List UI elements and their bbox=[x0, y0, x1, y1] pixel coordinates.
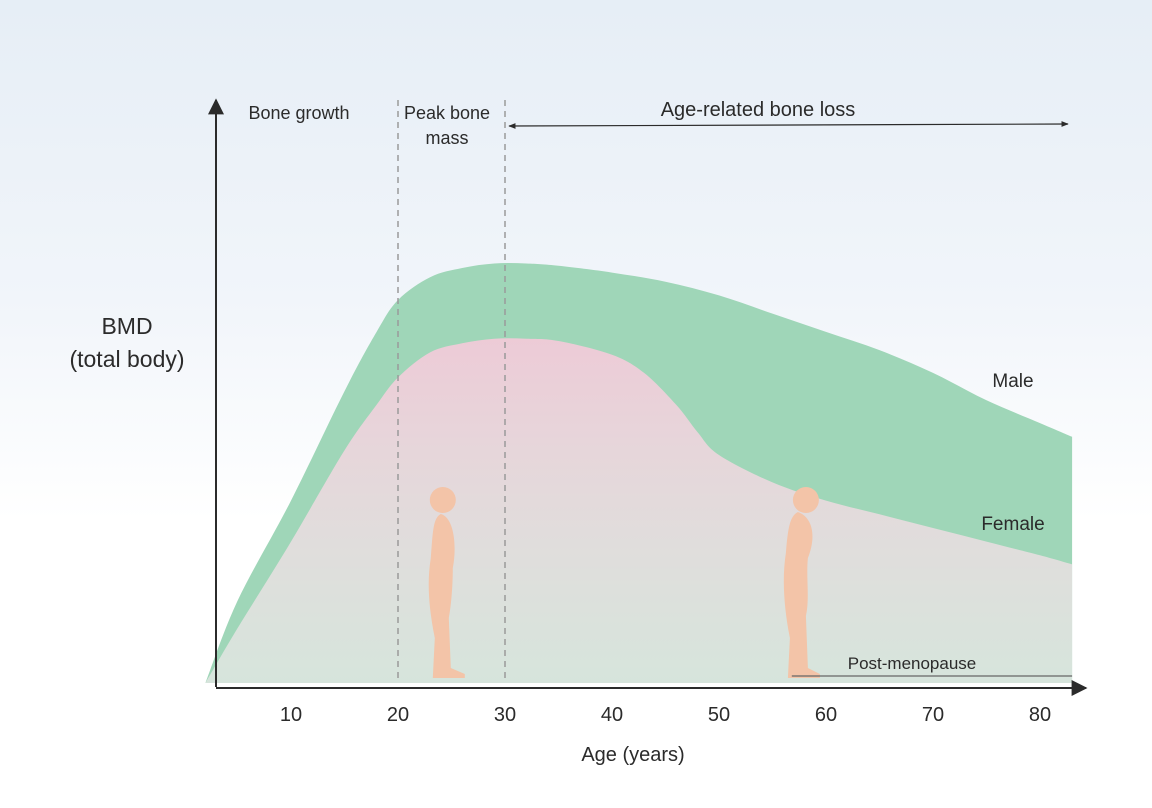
young-woman-figure bbox=[428, 487, 465, 678]
period-divider-lines bbox=[397, 100, 506, 683]
young-woman-head bbox=[429, 487, 456, 513]
region-label-age-related-loss: Age-related bone loss bbox=[661, 99, 856, 121]
x-tick-label-30: 30 bbox=[494, 704, 516, 726]
axes bbox=[208, 98, 1088, 696]
series-area-female bbox=[205, 338, 1073, 683]
series-label-male: Male bbox=[992, 371, 1033, 392]
series-label-female: Female bbox=[981, 514, 1044, 535]
x-tick-label-40: 40 bbox=[601, 704, 623, 726]
post-menopause-label: Post-menopause bbox=[848, 654, 977, 673]
older-woman-head bbox=[792, 487, 819, 513]
y-axis-label-line2: (total body) bbox=[69, 346, 184, 372]
region-label-peak-bone-mass-line1: Peak bone bbox=[404, 103, 490, 123]
older-woman-figure bbox=[783, 487, 820, 678]
x-axis-label: Age (years) bbox=[581, 744, 684, 766]
age-related-loss-arrow bbox=[508, 121, 1069, 129]
x-tick-label-10: 10 bbox=[280, 704, 302, 726]
x-tick-label-50: 50 bbox=[708, 704, 730, 726]
x-tick-labels: 10 20 30 40 50 60 70 80 bbox=[280, 704, 1051, 726]
x-tick-label-20: 20 bbox=[387, 704, 409, 726]
series-areas bbox=[205, 263, 1073, 683]
y-axis-label-line1: BMD bbox=[101, 313, 152, 339]
young-woman-body bbox=[428, 514, 465, 678]
x-tick-label-70: 70 bbox=[922, 704, 944, 726]
region-label-peak-bone-mass-line2: mass bbox=[425, 128, 468, 148]
x-tick-label-60: 60 bbox=[815, 704, 837, 726]
older-woman-body bbox=[783, 512, 820, 678]
x-tick-label-80: 80 bbox=[1029, 704, 1051, 726]
region-label-bone-growth: Bone growth bbox=[248, 103, 349, 123]
human-figures bbox=[428, 487, 820, 678]
